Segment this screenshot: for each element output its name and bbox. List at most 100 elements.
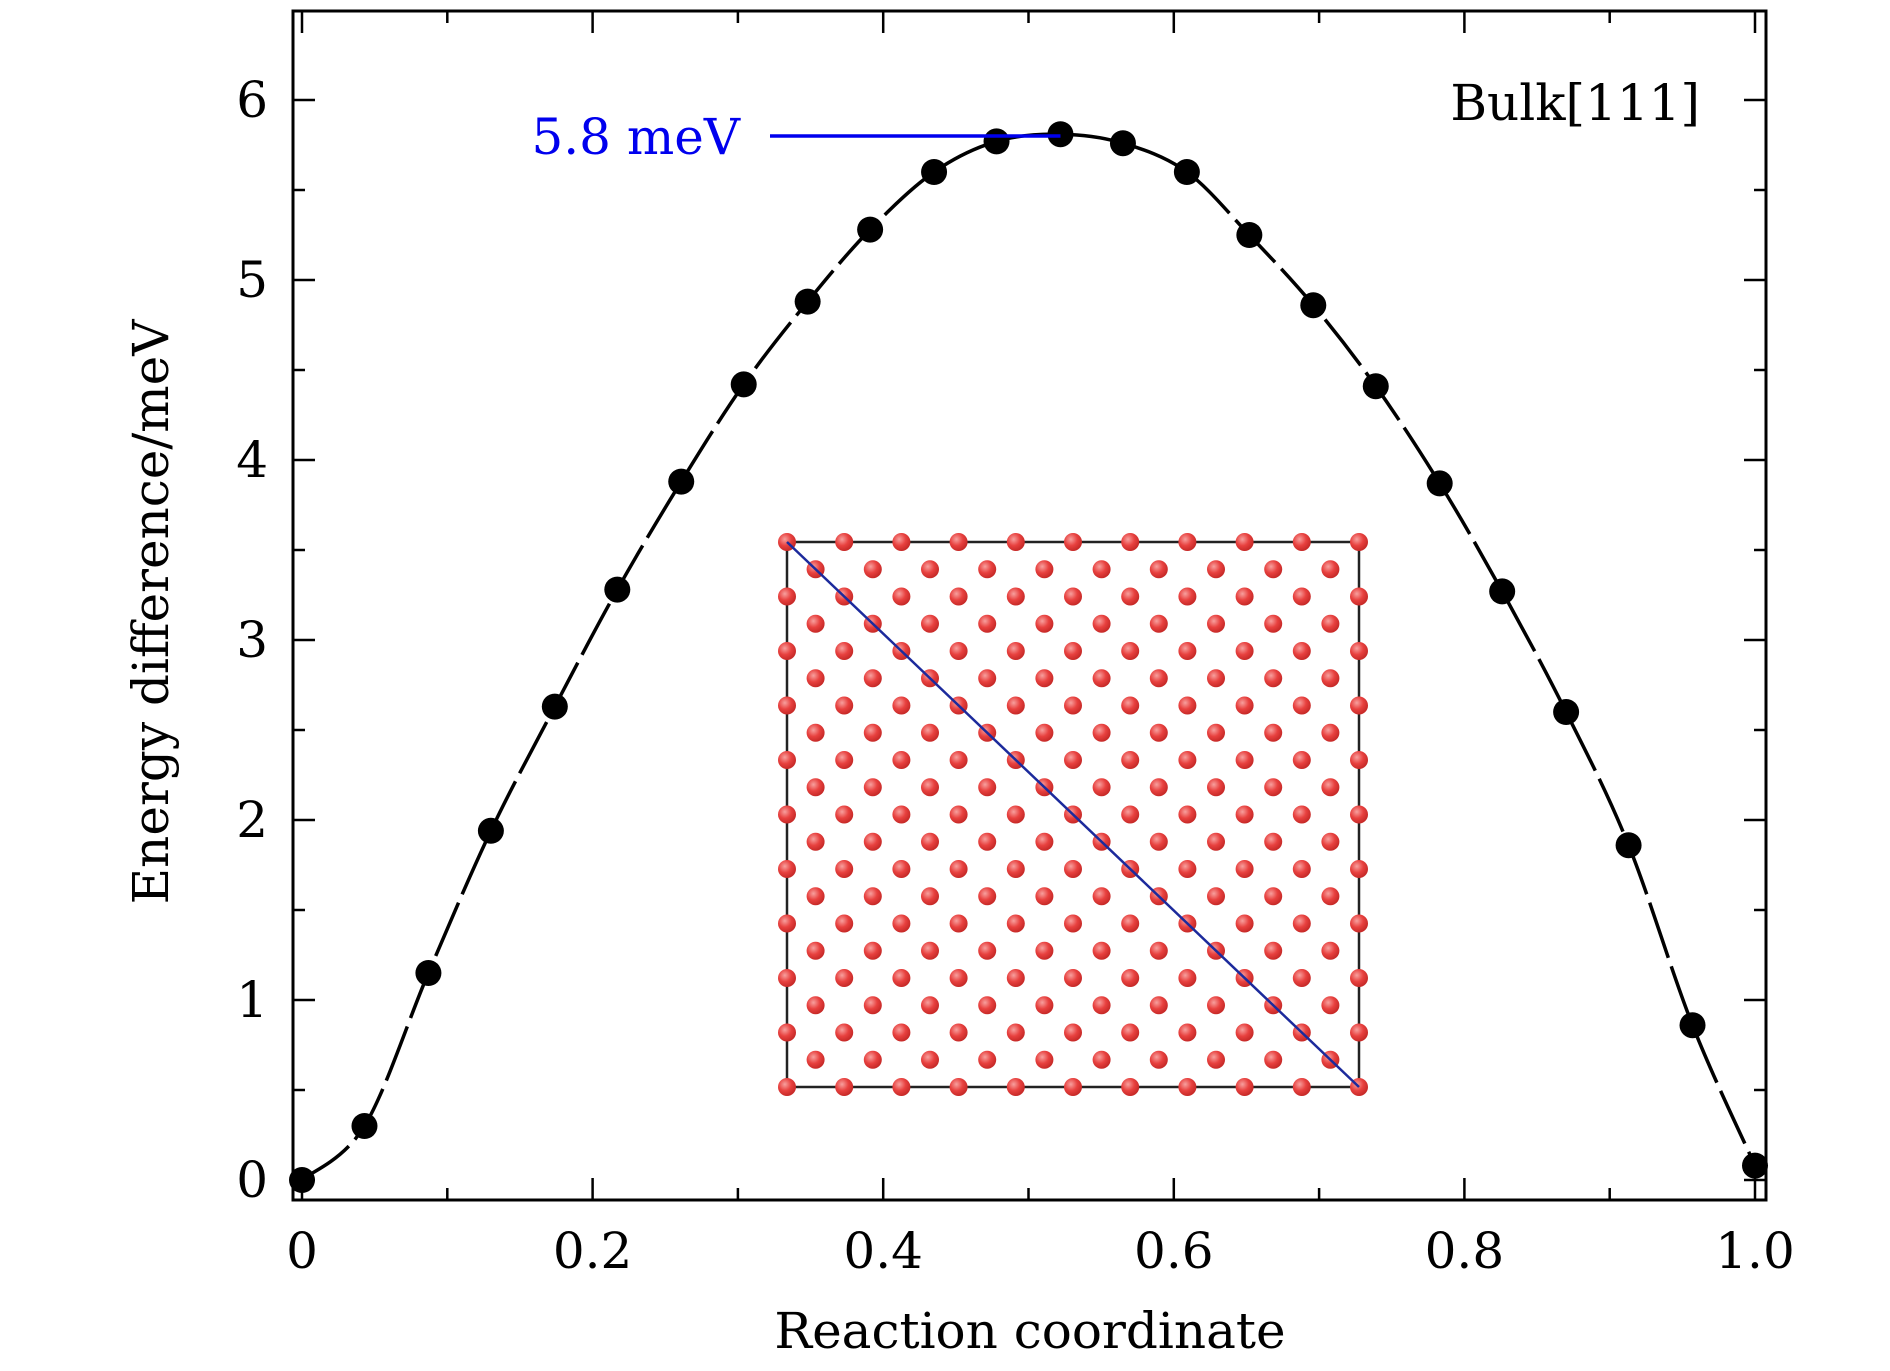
atom [1292,969,1311,987]
plot-frame [291,9,1768,1202]
atom [863,669,882,688]
atom [806,887,825,906]
atom [1292,533,1311,551]
x-axis-label: Reaction coordinate [774,1302,1285,1360]
data-point [351,1113,378,1139]
atom [1350,533,1368,551]
atom [1264,723,1283,742]
atom [806,778,825,797]
data-point [921,159,948,185]
atom [921,778,939,797]
atom [978,996,997,1015]
atom [806,669,825,688]
atom [1006,860,1025,878]
x-axis-ticks: 0 0.2 0.4 0.6 0.8 1.0 [286,11,1795,1280]
atom [1035,887,1054,906]
atom [921,887,939,906]
atom [949,1078,968,1096]
atom [1006,969,1025,987]
y-axis-ticks: 0 1 2 3 4 5 6 [236,71,1766,1209]
atom [921,832,939,851]
atom [1121,805,1140,824]
atom [1006,1078,1025,1096]
atom [863,778,882,797]
atom [1121,751,1140,769]
y-tick-label: 5 [236,251,268,309]
atom [1092,887,1111,906]
atom [1321,669,1340,688]
atom [1321,887,1340,906]
atom [1321,723,1340,742]
data-point [1615,832,1642,859]
atom [1178,696,1197,715]
atom [1006,642,1025,660]
structure-label: Bulk[111] [1450,74,1700,132]
atom [1321,614,1340,633]
atom [1064,642,1082,660]
atom [1292,1078,1311,1096]
atom [1092,560,1111,579]
atom [1006,696,1025,715]
atom [949,805,968,824]
atom [778,860,796,878]
atom [1321,778,1340,797]
atom [1064,1023,1082,1042]
atom [1207,723,1225,742]
atom [806,832,825,851]
atom [806,996,825,1015]
atom [835,860,854,878]
atom [978,614,997,633]
atom [1292,914,1311,933]
atom [835,914,854,933]
atom [1121,533,1140,551]
atom [1350,969,1368,987]
atom [778,969,796,987]
atom [1235,1023,1254,1042]
atom [778,914,796,933]
data-point [604,576,631,603]
atom [1235,914,1254,933]
atom [921,723,939,742]
atom [1207,887,1225,906]
atom [892,751,911,769]
atom [1035,996,1054,1015]
atom [892,805,911,824]
atom [1292,696,1311,715]
atom [863,996,882,1015]
data-point [477,817,504,844]
atom [1207,560,1225,579]
atom [892,1078,911,1096]
atom [1178,1078,1197,1096]
data-point [541,693,568,720]
atom [1178,751,1197,769]
atom [1035,560,1054,579]
atom [1235,751,1254,769]
atom [863,941,882,960]
atom [1292,642,1311,660]
atom [921,614,939,633]
atom [949,914,968,933]
atom [1350,1023,1368,1042]
atom [1121,642,1140,660]
atom [1264,941,1283,960]
atom [1264,1050,1283,1069]
data-points [289,121,1768,1193]
atom [1064,1078,1082,1096]
atom [1178,969,1197,987]
atom [835,751,854,769]
atom [778,587,796,606]
atom [835,1078,854,1096]
y-tick-label: 0 [236,1151,268,1209]
atom [892,860,911,878]
atom [1064,533,1082,551]
atom [1264,614,1283,633]
atom [835,533,854,551]
atom [1350,805,1368,824]
atom [1235,533,1254,551]
data-point [1109,130,1136,157]
atom [1121,1023,1140,1042]
atom [1149,778,1168,797]
atom [1149,832,1168,851]
atom [1235,587,1254,606]
